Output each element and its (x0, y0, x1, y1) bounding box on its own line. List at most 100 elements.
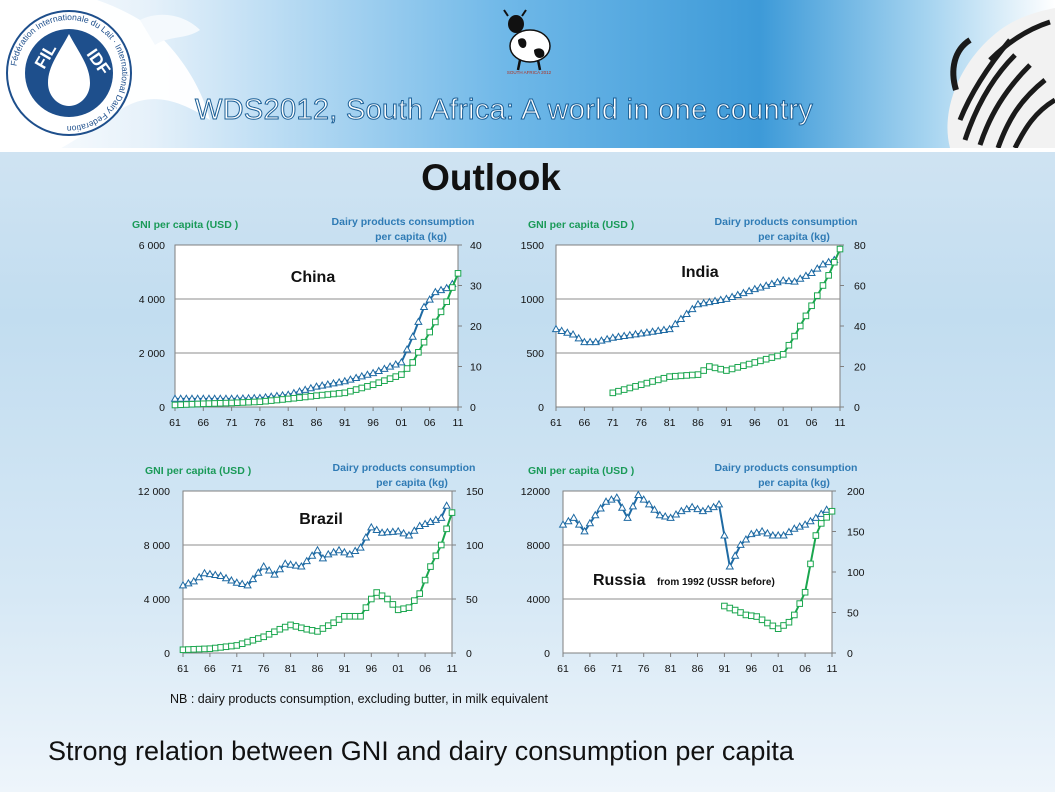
y-left-tick-label: 1000 (521, 294, 545, 306)
dairy-data-point (206, 645, 214, 652)
plot-area (174, 244, 459, 408)
dairy-data-point (742, 611, 750, 619)
y-left-tick-label: 4000 (527, 594, 551, 606)
x-tick-label: 61 (169, 417, 181, 429)
y-right-tick-label: 80 (854, 240, 866, 252)
gni-data-point (377, 528, 387, 536)
gni-data-point (436, 285, 446, 294)
gni-data-point (404, 530, 414, 539)
x-tick-label: 81 (664, 417, 676, 429)
dairy-data-point (416, 590, 424, 597)
gni-data-point (725, 561, 735, 570)
x-tick-label: 81 (665, 663, 677, 675)
dairy-data-point (249, 636, 257, 644)
y-left-tick-label: 8 000 (144, 540, 170, 552)
gni-data-point (170, 394, 180, 402)
y-right-tick-label: 50 (466, 594, 478, 606)
gni-data-point (682, 504, 691, 513)
gni-data-point (385, 362, 395, 370)
dairy-data-point (415, 349, 422, 356)
dairy-data-point (751, 359, 759, 366)
x-tick-label: 66 (579, 417, 591, 429)
gni-data-point (790, 524, 799, 532)
x-tick-label: 61 (550, 417, 562, 429)
gni-data-point (391, 359, 400, 368)
gni-data-point (270, 570, 279, 578)
dairy-data-point (828, 507, 836, 515)
right-axis-label-line2: per capita (kg) (375, 231, 447, 243)
gni-data-point (254, 568, 263, 576)
dairy-data-point (303, 625, 311, 633)
y-right-tick-label: 20 (854, 362, 866, 374)
dairy-data-point (717, 365, 725, 373)
dairy-data-point (265, 630, 273, 638)
x-tick-label: 66 (204, 663, 216, 675)
gni-data-point (642, 328, 652, 336)
idf-logo: FIL IDF Fédération Internationale du Lai… (6, 10, 132, 136)
x-tick-label: 06 (799, 663, 811, 675)
gni-data-point (716, 295, 725, 303)
gni-data-point (408, 332, 417, 340)
dairy-data-point (392, 373, 400, 380)
gni-data-point (736, 540, 745, 548)
dairy-data-point (313, 392, 320, 399)
gni-data-point (243, 580, 252, 589)
gni-data-point (653, 326, 663, 334)
x-tick-label: 76 (638, 663, 650, 675)
dairy-data-point (411, 597, 418, 604)
dairy-data-point (620, 386, 628, 393)
dairy-data-point (808, 302, 815, 310)
dairy-data-point (802, 312, 810, 320)
gni-data-point (184, 578, 193, 587)
chart-title-note: from 1992 (USSR before) (657, 577, 775, 588)
zebra-icon (947, 8, 1055, 148)
dairy-data-point (284, 395, 292, 403)
dairy-data-point (403, 365, 411, 372)
gni-data-point (388, 527, 398, 535)
gni-data-point (778, 276, 788, 284)
dairy-data-point (689, 371, 696, 379)
dairy-data-point (296, 394, 303, 401)
banner-divider (0, 148, 1055, 152)
dairy-data-point (362, 604, 370, 611)
gni-data-point (795, 522, 804, 530)
gni-data-point (617, 503, 627, 511)
y-left-tick-label: 8000 (527, 540, 551, 552)
gni-data-point (822, 505, 831, 513)
gni-data-point (232, 578, 242, 586)
dairy-data-point (233, 399, 241, 407)
gni-data-point (329, 547, 338, 556)
gni-data-point (259, 561, 268, 570)
dairy-data-point (774, 625, 782, 633)
gni-data-point (682, 309, 691, 318)
dairy-data-point (279, 396, 286, 403)
y-right-tick-label: 200 (847, 486, 865, 498)
dairy-data-point (836, 245, 844, 253)
y-right-tick-label: 40 (854, 321, 866, 333)
dairy-data-point (796, 600, 804, 607)
gni-data-point (419, 302, 429, 310)
gni-data-point (655, 510, 665, 519)
dairy-data-point (341, 612, 348, 620)
left-axis-label: GNI per capita (USD ) (145, 465, 251, 477)
dairy-data-point (216, 399, 224, 407)
x-tick-label: 11 (447, 663, 458, 675)
dairy-data-point (831, 258, 838, 266)
dairy-data-point (346, 612, 354, 620)
gni-data-point (688, 304, 697, 313)
x-tick-label: 01 (777, 417, 789, 429)
gni-data-point (442, 283, 451, 292)
gni-data-point (313, 545, 322, 554)
left-axis-label: GNI per capita (USD ) (528, 465, 634, 477)
dairy-data-point (454, 270, 462, 277)
dairy-data-point (201, 645, 208, 653)
dairy-data-point (721, 602, 728, 610)
gni-data-point (687, 502, 697, 511)
right-axis-label-line1: Dairy products consumption (715, 216, 858, 228)
gni-data-point (574, 333, 583, 342)
dairy-data-point (785, 618, 793, 626)
gni-data-point (291, 561, 301, 569)
plot-area (562, 490, 833, 654)
dairy-data-point (801, 588, 809, 596)
gni-data-point (824, 257, 833, 266)
